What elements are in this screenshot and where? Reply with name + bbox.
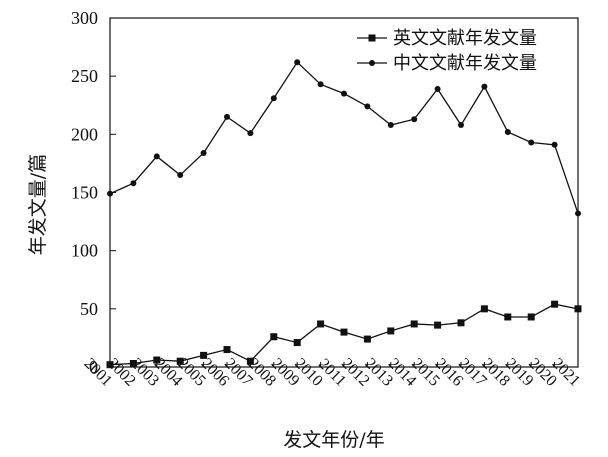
data-point [341,90,347,97]
data-point [224,113,230,120]
legend-item: 中文文献年发文量 [357,53,537,74]
data-point [411,116,418,123]
data-point [200,149,207,156]
data-point [317,81,324,88]
data-point [293,339,301,347]
y-tick-label: 200 [71,124,98,144]
data-point [364,103,371,110]
data-point [480,305,488,313]
series-1 [106,300,582,369]
data-point [317,320,325,328]
data-point [575,210,581,217]
data-point [340,328,348,336]
y-tick-label: 300 [71,8,98,28]
legend-marker-square-icon [368,34,376,42]
y-tick-label: 0 [89,357,98,377]
data-point [294,59,301,66]
data-point [153,356,161,364]
data-point [223,346,231,354]
data-point [481,83,488,90]
data-point [106,361,114,369]
data-point [200,351,208,359]
data-point [551,300,559,308]
legend-marker-circle-icon [369,60,375,66]
data-point [551,141,558,148]
data-point [504,129,511,136]
data-point [177,172,184,179]
data-point [574,305,582,313]
data-point [130,180,137,187]
data-point [504,313,512,321]
data-point [270,333,278,341]
x-axis-title: 发文年份/年 [283,429,384,451]
data-point [457,319,465,327]
legend-label: 中文文献年发文量 [393,53,537,74]
data-point [129,360,137,368]
data-point [387,122,394,129]
legend-label: 英文文献年发文量 [393,28,537,49]
data-point [270,95,277,102]
data-point [434,321,442,329]
data-point [363,335,371,343]
series-2 [107,59,581,217]
y-tick-label: 50 [80,299,98,319]
data-point [434,85,441,92]
data-point [527,313,535,321]
data-point [528,139,535,146]
data-point [458,122,464,129]
data-point [246,357,254,365]
data-point [410,320,418,328]
y-tick-label: 250 [71,66,98,86]
data-point [153,153,160,160]
y-axis-title: 年发文量/篇 [27,154,49,255]
series-line [109,61,579,214]
y-tick-label: 100 [71,241,98,261]
y-axis-ticks: 0 50 100 150 200 250 300 [71,8,116,377]
legend-item: 英文文献年发文量 [357,28,537,49]
data-point [107,190,113,197]
y-tick-label: 150 [71,183,98,203]
series-layer [106,59,582,369]
data-point [387,327,395,335]
data-point [247,130,254,137]
data-point [176,357,184,365]
